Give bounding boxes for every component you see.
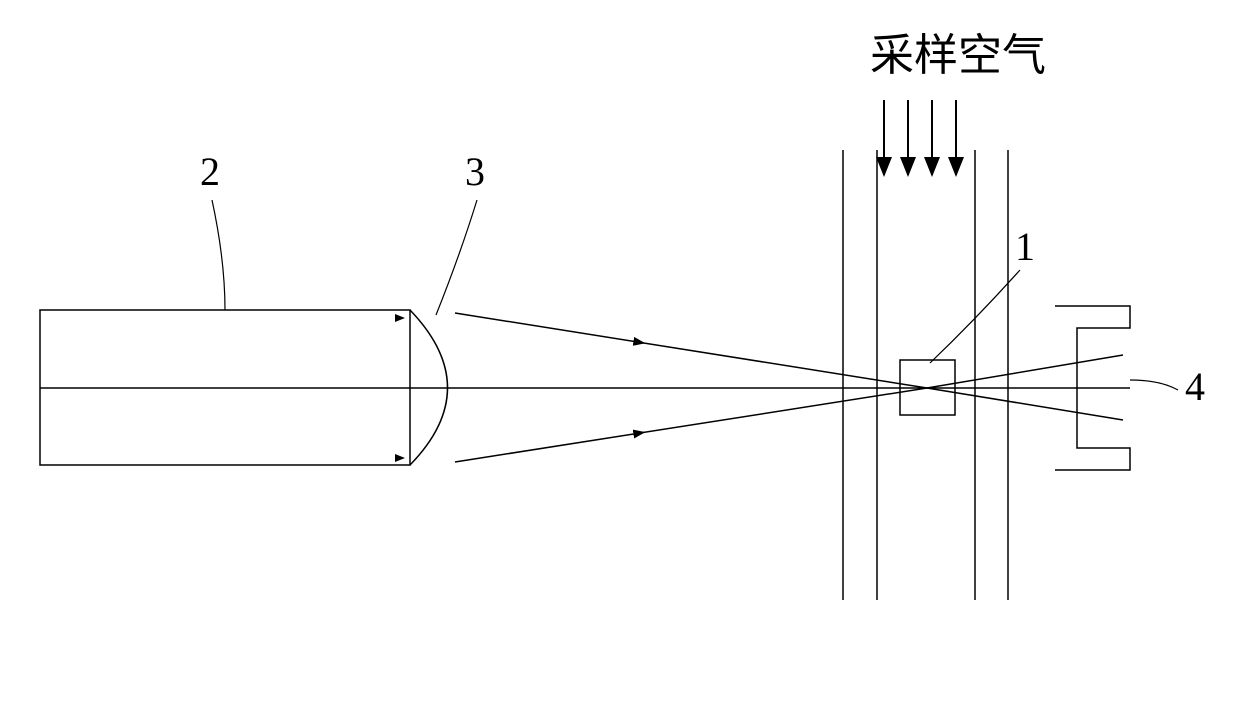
title-label: 采样空气 xyxy=(870,31,1046,80)
callout-3-label: 3 xyxy=(465,149,485,194)
callout-2-label: 2 xyxy=(200,149,220,194)
beam-entry-arrow-icon xyxy=(395,454,405,462)
optical-diagram: 采样空气 2 3 1 4 xyxy=(0,0,1240,709)
callout-4-leader xyxy=(1130,380,1178,390)
beam-direction-arrow-icon xyxy=(634,341,644,343)
beam-direction-arrow-icon xyxy=(634,432,644,434)
beam-ray-top-ext xyxy=(927,388,1123,420)
beam-ray-bot-ext xyxy=(927,355,1123,388)
beam-ray-top xyxy=(455,313,927,388)
callout-2-leader xyxy=(212,200,225,310)
callout-4-label: 4 xyxy=(1185,364,1205,409)
beam-ray-bot xyxy=(455,388,927,462)
callout-3-leader xyxy=(436,200,477,315)
beam-entry-arrow-icon xyxy=(395,314,405,322)
callout-1-label: 1 xyxy=(1015,224,1035,269)
